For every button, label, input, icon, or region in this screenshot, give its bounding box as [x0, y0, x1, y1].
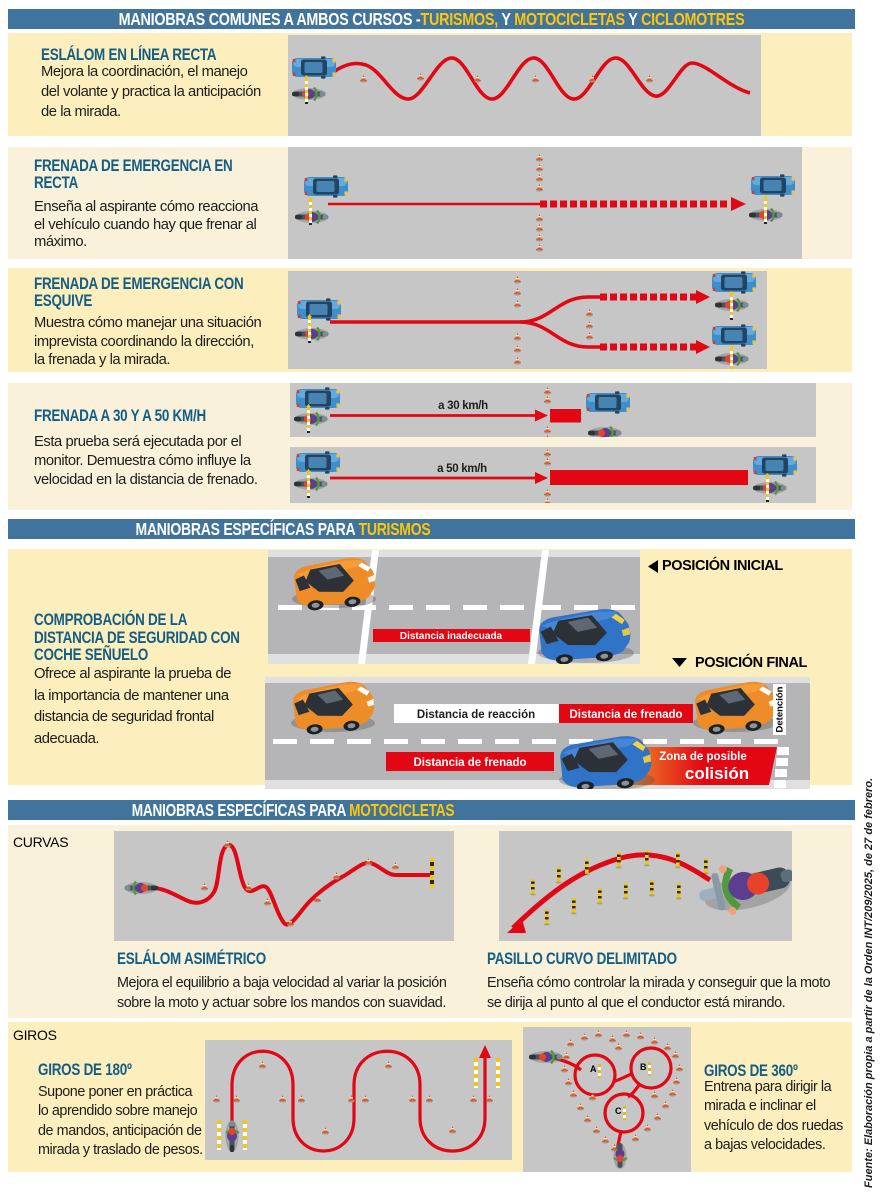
svg-text:Distancia inadecuada: Distancia inadecuada	[400, 631, 503, 642]
svg-text:C: C	[615, 1106, 622, 1116]
svg-text:Distancia de reacción: Distancia de reacción	[417, 709, 535, 721]
svg-text:B: B	[640, 1062, 647, 1072]
svg-text:Zona de posible: Zona de posible	[659, 751, 747, 763]
svg-text:a 30 km/h: a 30 km/h	[438, 400, 488, 412]
svg-text:Distancia de frenado: Distancia de frenado	[413, 757, 526, 769]
svg-text:Detención: Detención	[775, 686, 786, 732]
svg-text:Distancia de frenado: Distancia de frenado	[569, 709, 682, 721]
svg-text:colisión: colisión	[685, 764, 749, 783]
svg-text:a 50 km/h: a 50 km/h	[437, 463, 487, 475]
svg-text:A: A	[590, 1064, 597, 1074]
